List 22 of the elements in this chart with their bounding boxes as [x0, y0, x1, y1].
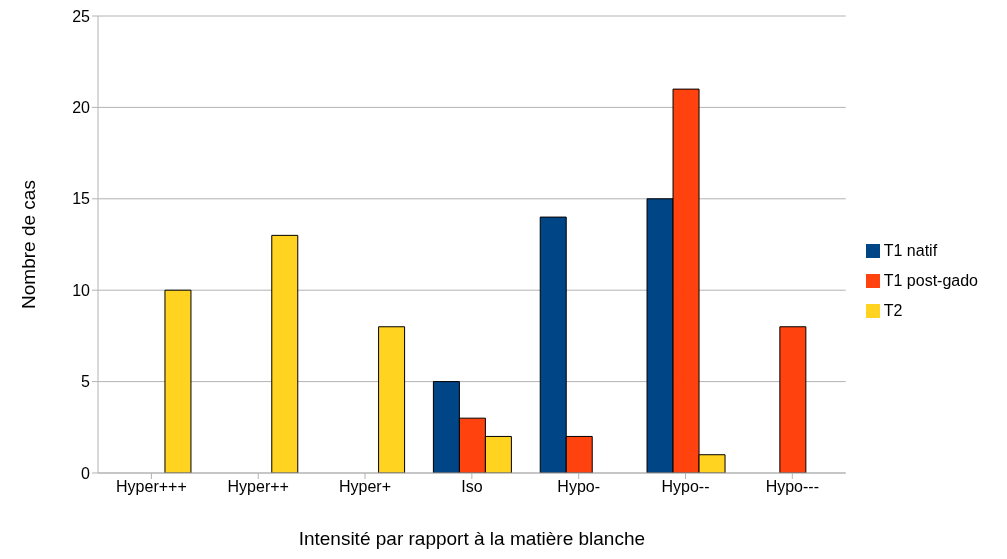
x-axis-title: Intensité par rapport à la matière blanche: [298, 528, 646, 549]
x-tick-label: Iso: [461, 478, 483, 496]
x-tick-label: Hypo---: [765, 478, 819, 496]
x-tick-label: Hyper+: [339, 478, 392, 496]
y-tick-label: 0: [81, 464, 91, 482]
legend-label: T2: [883, 301, 903, 319]
x-tick-label: Hypo--: [661, 478, 710, 496]
bar: [779, 326, 807, 473]
x-tick-label: Hypo-: [557, 478, 601, 496]
y-tick-label: 25: [72, 7, 91, 25]
legend-label: T1 post-gado: [883, 271, 978, 289]
y-tick-label: 15: [72, 190, 91, 208]
x-tick-label: Hyper++: [227, 478, 289, 496]
y-tick-label: 5: [81, 373, 91, 391]
y-tick-label: 10: [72, 281, 91, 299]
legend-label: T1 natif: [883, 241, 938, 259]
bar: [378, 326, 406, 473]
bar: [271, 234, 299, 473]
bar: [164, 289, 192, 473]
y-axis-title: Nombre de cas: [17, 180, 39, 309]
x-tick-label: Hyper+++: [116, 478, 187, 496]
y-tick-label: 20: [72, 99, 91, 117]
